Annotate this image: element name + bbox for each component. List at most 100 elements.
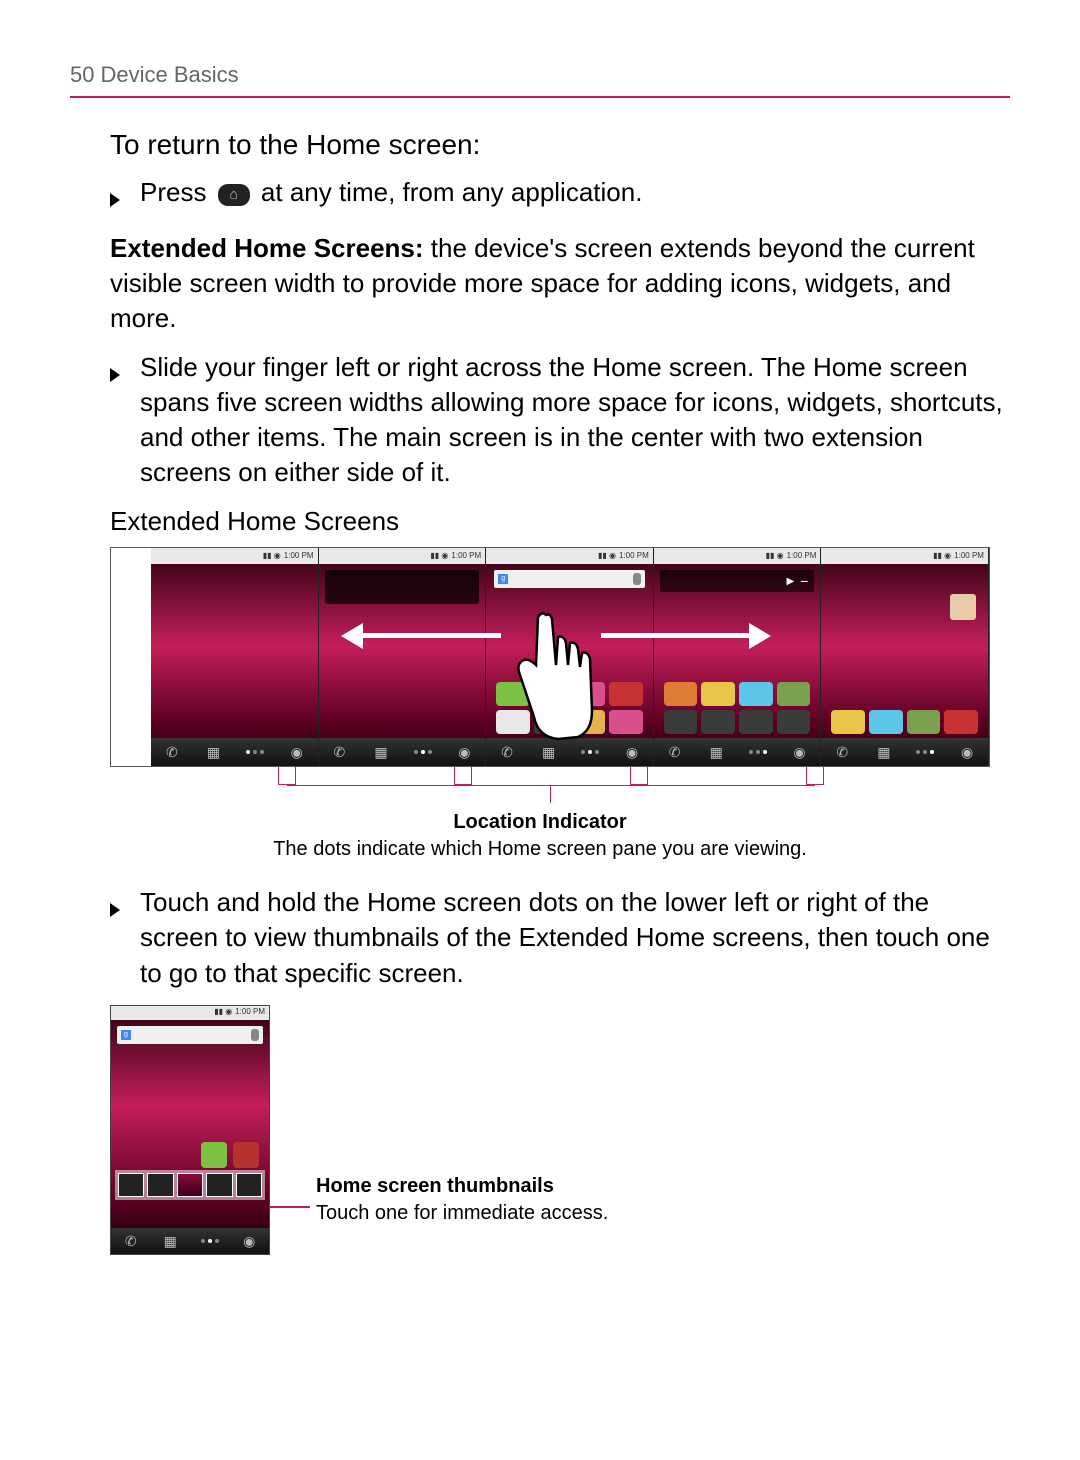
dock-bar: ✆ ▦ ◉: [151, 738, 318, 766]
callout-description: Touch one for immediate access.: [316, 1200, 608, 1227]
label-bold: Location Indicator: [453, 811, 626, 833]
browser-icon: ◉: [240, 1232, 258, 1250]
widget: [325, 570, 480, 604]
browser-icon: ◉: [455, 743, 473, 761]
text-bold: Extended Home Screens:: [110, 233, 424, 263]
phone-thumbnails-view: ▮▮ ◉1:00 PM g ✆ ▦ ◉: [110, 1005, 270, 1255]
phone-icon: ✆: [330, 743, 348, 761]
app-grid: [496, 682, 643, 734]
app-icon: [664, 710, 698, 734]
bullet-marker: [110, 175, 140, 216]
home-panel-5: ▮▮ ◉1:00 PM ✆ ▦ ◉: [821, 548, 989, 766]
app-icon: [496, 682, 530, 706]
screen-thumbnail: [147, 1173, 173, 1197]
app-icon: [777, 682, 811, 706]
page-dots: [749, 750, 767, 754]
panel-body: [319, 564, 486, 738]
bullet-text: Press at any time, from any application.: [140, 175, 1010, 216]
apps-icon: ▦: [161, 1232, 179, 1250]
bullet-text: Touch and hold the Home screen dots on t…: [140, 885, 1010, 990]
app-icons: [201, 1142, 259, 1168]
app-icon: [777, 710, 811, 734]
subtitle-extended-home-screens: Extended Home Screens: [70, 504, 1010, 539]
app-icon: [496, 710, 530, 734]
app-icon: [609, 682, 643, 706]
app-icon: [233, 1142, 259, 1168]
bullet-touch-hold-dots: Touch and hold the Home screen dots on t…: [70, 885, 1010, 990]
app-icon: [950, 594, 976, 620]
music-widget: ▶−: [660, 570, 815, 592]
screen-thumbnail: [236, 1173, 262, 1197]
app-icon: [664, 682, 698, 706]
browser-icon: ◉: [288, 743, 306, 761]
location-indicator-label: Location Indicator: [70, 809, 1010, 836]
callout-connector: [270, 1206, 310, 1208]
dock-bar: ✆ ▦ ◉: [654, 738, 821, 766]
thumbnails-callout: Home screen thumbnails Touch one for imm…: [310, 1033, 608, 1227]
status-bar: ▮▮ ◉1:00 PM: [654, 548, 821, 564]
search-widget: g: [494, 570, 645, 588]
app-icon: [739, 710, 773, 734]
apps-icon: ▦: [707, 743, 725, 761]
status-bar: ▮▮ ◉1:00 PM: [486, 548, 653, 564]
app-icon: [534, 710, 568, 734]
page-dots: [916, 750, 934, 754]
section-title-return-home: To return to the Home screen:: [70, 126, 1010, 164]
dock-bar: ✆ ▦ ◉: [111, 1228, 269, 1254]
apps-icon: ▦: [540, 743, 558, 761]
panel-body: g: [486, 564, 653, 738]
app-icon: [571, 682, 605, 706]
thumbnails-figure: ▮▮ ◉1:00 PM g ✆ ▦ ◉ Home screen thumbnai…: [70, 1005, 1010, 1255]
app-grid: [831, 710, 978, 734]
app-icon: [701, 710, 735, 734]
app-icon: [907, 710, 941, 734]
status-bar: ▮▮ ◉1:00 PM: [319, 548, 486, 564]
app-icon: [534, 682, 568, 706]
location-indicator-connectors: [110, 767, 990, 807]
app-icon: [831, 710, 865, 734]
home-button-icon: [218, 184, 250, 206]
dock-bar: ✆ ▦ ◉: [319, 738, 486, 766]
home-panel-4: ▮▮ ◉1:00 PM ▶− ✆ ▦ ◉: [654, 548, 822, 766]
browser-icon: ◉: [791, 743, 809, 761]
app-icon: [201, 1142, 227, 1168]
app-icon: [944, 710, 978, 734]
panel-body: [151, 564, 318, 738]
five-panels-figure: ▮▮ ◉1:00 PM ✆ ▦ ◉ ▮▮ ◉1:00 PM ✆ ▦ ◉ ▮▮ ◉…: [110, 547, 990, 767]
page-header: 50Device Basics: [70, 60, 1010, 98]
screen-thumbnail: [177, 1173, 203, 1197]
app-icon: [701, 682, 735, 706]
page-dots: [581, 750, 599, 754]
bullet-marker: [110, 885, 140, 990]
bullet-text: Slide your finger left or right across t…: [140, 350, 1010, 490]
home-panel-1: ▮▮ ◉1:00 PM ✆ ▦ ◉: [151, 548, 319, 766]
app-icon: [609, 710, 643, 734]
status-bar: ▮▮ ◉1:00 PM: [821, 548, 988, 564]
bullet-marker: [110, 350, 140, 490]
phone-icon: ✆: [666, 743, 684, 761]
bullet-press-home: Press at any time, from any application.: [70, 175, 1010, 216]
app-icon: [739, 682, 773, 706]
section-name: Device Basics: [100, 62, 238, 87]
text-fragment: at any time, from any application.: [254, 177, 643, 207]
home-panel-2: ▮▮ ◉1:00 PM ✆ ▦ ◉: [319, 548, 487, 766]
app-icon: [869, 710, 903, 734]
apps-icon: ▦: [875, 743, 893, 761]
browser-icon: ◉: [958, 743, 976, 761]
dock-bar: ✆ ▦ ◉: [486, 738, 653, 766]
search-widget: g: [117, 1026, 263, 1044]
paragraph-extended-screens: Extended Home Screens: the device's scre…: [70, 231, 1010, 336]
apps-icon: ▦: [372, 743, 390, 761]
status-bar: ▮▮ ◉1:00 PM: [111, 1006, 269, 1020]
location-indicator-description: The dots indicate which Home screen pane…: [70, 836, 1010, 863]
panel-body: [821, 564, 988, 738]
page-dots: [414, 750, 432, 754]
app-grid: [664, 682, 811, 734]
apps-icon: ▦: [204, 743, 222, 761]
phone-icon: ✆: [122, 1232, 140, 1250]
phone-icon: ✆: [498, 743, 516, 761]
phone-body: g: [111, 1020, 269, 1228]
home-panel-3-center: ▮▮ ◉1:00 PM g ✆ ▦ ◉: [486, 548, 654, 766]
callout-title: Home screen thumbnails: [316, 1173, 608, 1200]
phone-icon: ✆: [163, 743, 181, 761]
